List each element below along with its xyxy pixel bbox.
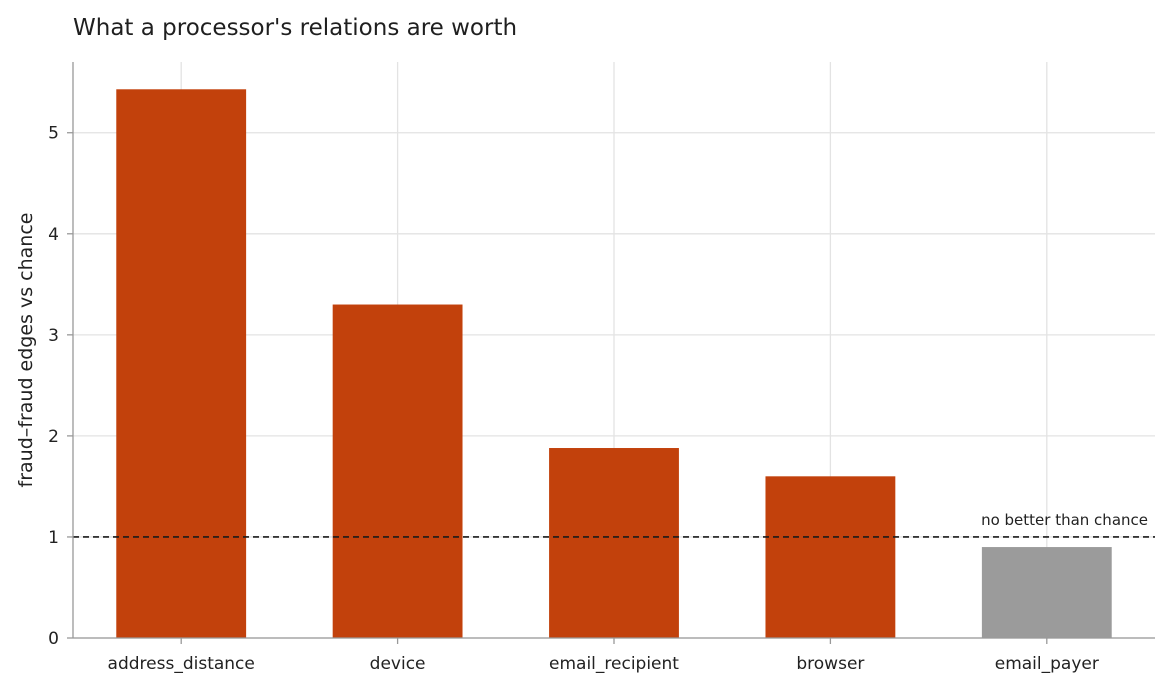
chart-title: What a processor's relations are worth — [73, 15, 517, 41]
x-tick-labels: address_distance device email_recipient bro… — [108, 654, 1099, 674]
bar-browser — [765, 476, 896, 638]
y-axis-title: fraud–fraud edges vs chance — [15, 213, 37, 488]
y-tick-label: 5 — [48, 124, 59, 144]
bar-email-payer — [981, 547, 1112, 638]
y-tick-label: 0 — [48, 629, 59, 649]
x-tick-label: email_payer — [995, 654, 1099, 674]
y-tick-label: 4 — [48, 225, 59, 245]
y-tick-label: 1 — [48, 528, 59, 548]
axes — [67, 62, 1155, 644]
x-tick-label: device — [370, 654, 426, 674]
bar-device — [332, 304, 463, 638]
y-tick-label: 3 — [48, 326, 59, 346]
reference-line-group: no better than chance — [73, 511, 1155, 538]
x-tick-label: email_recipient — [549, 654, 679, 674]
x-tick-label: browser — [796, 654, 864, 674]
y-tick-labels: 0 1 2 3 4 5 — [48, 124, 59, 649]
x-tick-label: address_distance — [108, 654, 255, 674]
bars — [116, 89, 1112, 639]
bar-address-distance — [116, 89, 247, 639]
chance-reference-label: no better than chance — [981, 511, 1148, 529]
y-tick-label: 2 — [48, 427, 59, 447]
bar-email-recipient — [549, 448, 679, 638]
